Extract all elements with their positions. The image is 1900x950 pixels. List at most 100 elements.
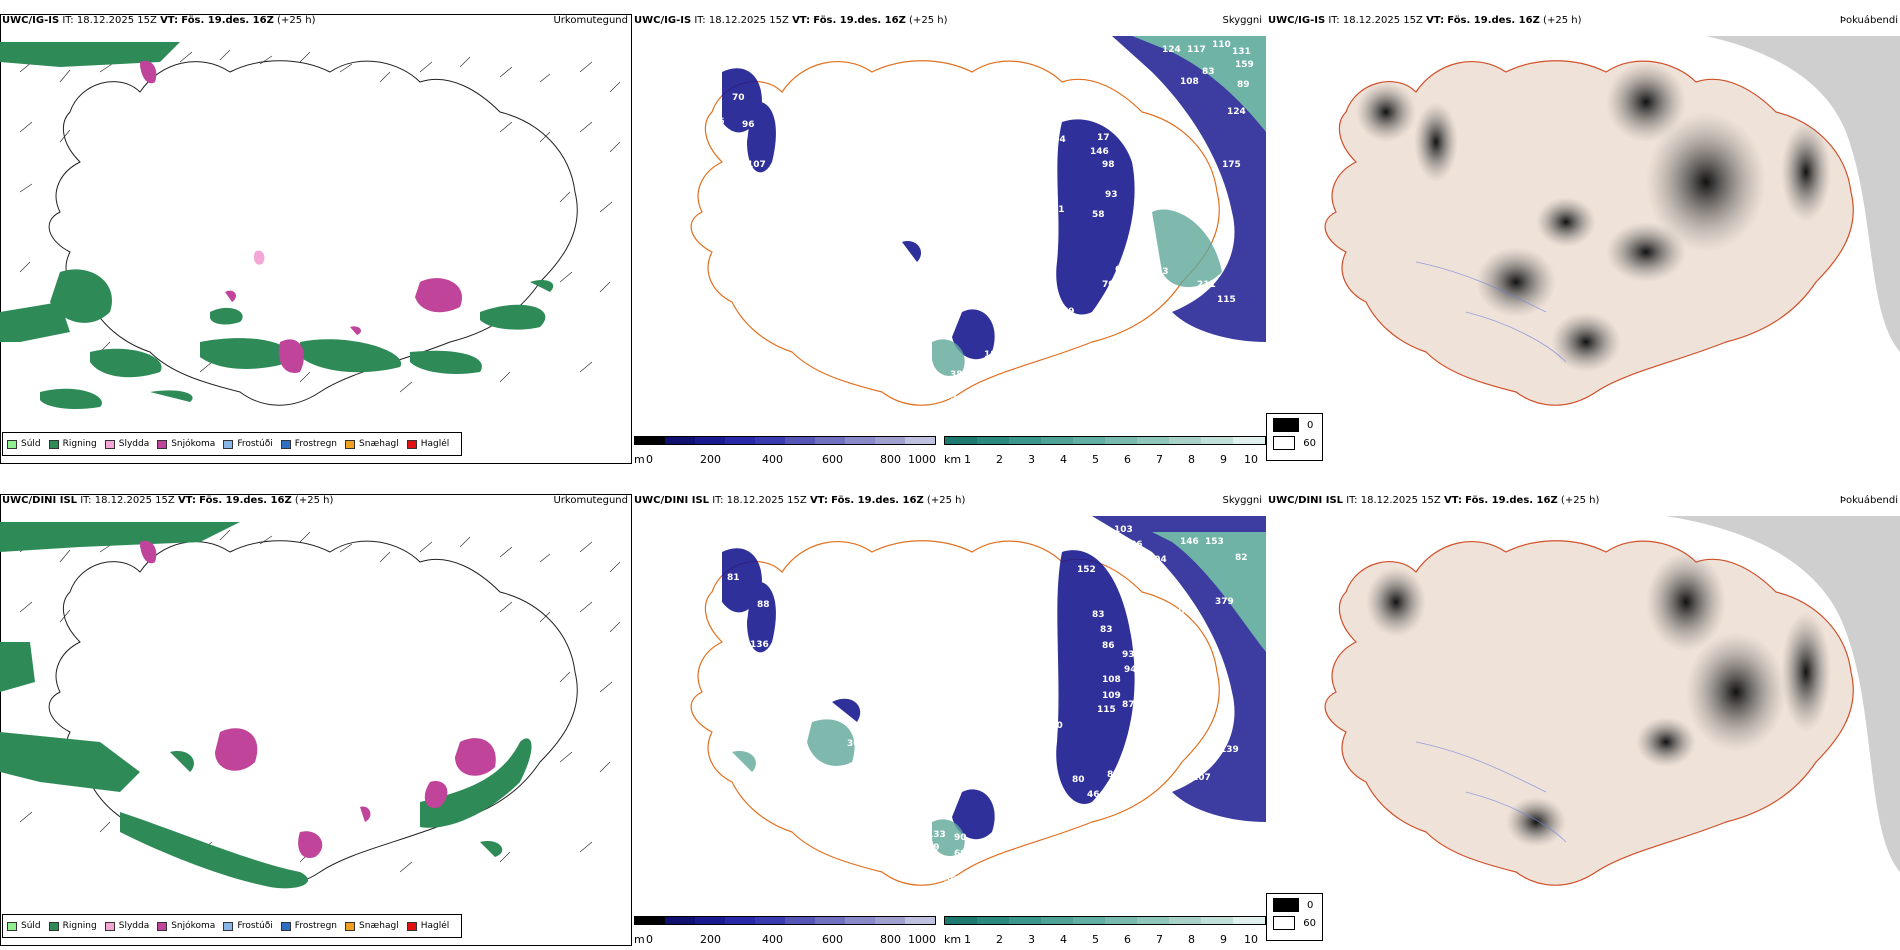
precip-title-top: Úrkomutegund [553,15,628,26]
legend-item: Snæhagl [345,921,399,931]
height-unit: m [634,933,645,946]
height-colorbar-strip [634,916,936,925]
visibility-tick: 6 [1124,453,1131,466]
precip-sleet-top [253,250,265,265]
it-label: IT: [80,495,92,506]
legend-item: Frostúði [223,921,273,931]
vis-label: 58 [1092,210,1105,220]
height-tick: 600 [822,933,843,946]
vis-label: 231 [1037,283,1056,293]
vis-label: 162 [975,363,994,373]
vis-label: 79 [1062,307,1075,317]
visibility-tick: 2 [996,933,1003,946]
vis-label: 104 [1148,555,1167,565]
legend-item: Frostregn [280,439,337,449]
vt-value: Fös. 19.des. 16Z [813,15,906,26]
fog-dark-areas-top [1356,62,1831,372]
visibility-low-areas-top [722,68,1135,360]
lead-time: (+25 h) [926,495,966,506]
vis-label: 83 [1107,770,1120,780]
legend-label: Snjókoma [171,439,216,449]
it-label: IT: [1328,15,1340,26]
vt-label: VT: [809,495,828,506]
legend-item: Rigning [48,439,97,449]
vis-label: 69 [954,849,967,859]
it-value: 18.12.2025 15Z [94,495,175,506]
vis-label: 55 [1130,225,1143,235]
visibility-tick: 9 [1220,933,1227,946]
visibility-tick: 7 [1156,453,1163,466]
it-value: 18.12.2025 15Z [1360,495,1441,506]
vis-label: 109 [1147,181,1166,191]
fog-panel-bottom: UWC/DINI ISL IT: 18.12.2025 15Z VT: Fös.… [1266,492,1900,946]
lead-time: (+25 h) [1560,495,1600,506]
vis-label: 124 [1162,45,1181,55]
height-colorbar-bottom: m 0 200 400 600 800 1000 [634,916,936,950]
vis-label: 73 [1156,267,1169,277]
legend-swatch [48,439,59,449]
legend-label: Frostúði [237,439,273,449]
model-name: UWC/DINI ISL [2,495,78,506]
visibility-tick: 9 [1220,453,1227,466]
precip-frame-bottom [0,494,632,946]
vis-label: 56 [944,875,957,885]
visibility-tick: 3 [1028,933,1035,946]
vis-label: 66 [1115,265,1128,275]
vis-label: 103 [1114,525,1133,535]
vis-label: 81 [727,573,740,583]
model-name: UWC/IG-IS [634,15,692,26]
visibility-unit: km [944,453,962,466]
precip-panel-top: UWC/IG-IS IT: 18.12.2025 15Z VT: Fös. 19… [0,12,632,464]
fog-map-top [1324,36,1900,406]
height-tick: 1000 [908,453,936,466]
precip-map-bottom [0,522,621,889]
height-unit: m [634,453,645,466]
vis-label: 76 [712,117,725,127]
fog-legend-row: 0 [1273,898,1316,912]
model-name: UWC/DINI ISL [634,495,710,506]
vis-label: 69 [1152,730,1165,740]
it-label: IT: [62,15,74,26]
visibility-tick: 4 [1060,933,1067,946]
legend-label: Snæhagl [359,921,399,931]
legend-label: Frostúði [237,921,273,931]
visibility-tick: 1 [964,453,971,466]
visibility-header-top: UWC/IG-IS IT: 18.12.2025 15Z VT: Fös. 19… [634,14,947,28]
vis-label: 83 [1092,610,1105,620]
fog-legend-bottom: 0 60 [1266,893,1323,941]
fog-legend-label: 60 [1303,437,1316,449]
legend-item: Frostregn [280,921,337,931]
fog-legend-row: 60 [1273,916,1316,930]
legend-item: Rigning [48,921,97,931]
vis-label: 66 [880,705,893,715]
legend-item: Súld [7,921,41,931]
height-tick: 800 [880,933,901,946]
vis-label: 126 [1140,577,1159,587]
model-name: UWC/IG-IS [1268,15,1326,26]
legend-item: Frostúði [223,439,273,449]
precip-header-bottom: UWC/DINI ISL IT: 18.12.2025 15Z VT: Fös.… [2,494,333,508]
vis-label: 88 [757,600,770,610]
legend-item: Snjókoma [157,921,215,931]
vis-label: 17 [1097,133,1110,143]
vt-value: Fös. 19.des. 16Z [181,15,274,26]
legend-label: Slydda [118,439,150,449]
vis-label: 100 [1044,721,1063,731]
visibility-tick: 2 [996,453,1003,466]
fog-legend-label: 0 [1307,899,1314,911]
vis-label: 83 [1202,67,1215,77]
visibility-title-bottom: Skyggni [1222,495,1262,506]
precip-map-top [0,42,621,410]
legend-item: Slydda [104,921,149,931]
fog-map-bottom [1324,516,1900,886]
vis-label: 65 [944,685,957,695]
legend-label: Haglél [420,921,450,931]
vis-label: 49 [909,388,922,398]
vis-label: 115 [1217,295,1236,305]
vis-label: 119 [1137,195,1156,205]
visibility-tick: 10 [1244,453,1258,466]
visibility-tick: 10 [1244,933,1258,946]
model-name: UWC/IG-IS [2,15,60,26]
vis-label: 146 [1090,147,1109,157]
vis-label: 70 [912,363,925,373]
